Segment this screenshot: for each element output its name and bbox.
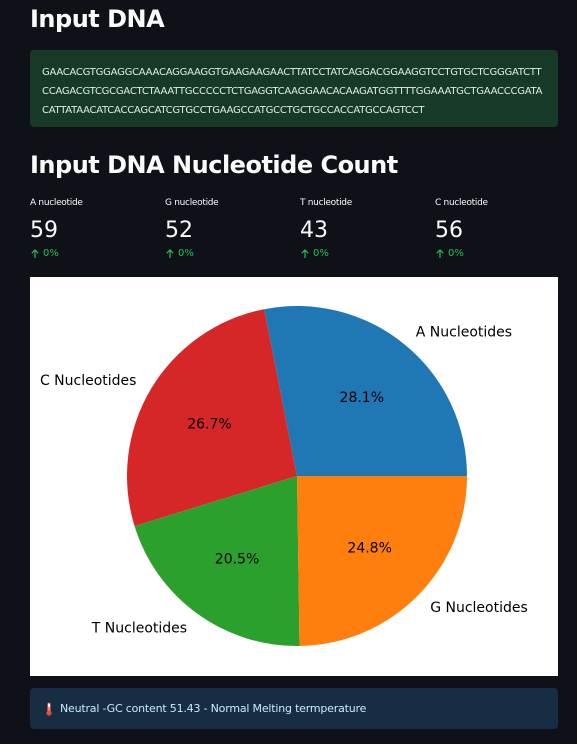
pie-slice-a-nucleotides	[264, 305, 467, 476]
pie-category-label: G Nucleotides	[430, 600, 528, 616]
pie-category-label: A Nucleotides	[416, 325, 512, 341]
metric-label: T nucleotide	[300, 198, 352, 208]
metric-value: 59	[30, 218, 58, 243]
pie-chart-svg: 28.1% A Nucleotides 26.7% C Nucleotides 20.5…	[40, 305, 528, 646]
metric-delta: 0%	[300, 248, 430, 259]
metric-delta-text: 0%	[178, 248, 194, 259]
pie-category-label: C Nucleotides	[40, 373, 137, 389]
thermometer-icon	[46, 701, 52, 716]
metric-delta: 0%	[165, 248, 295, 259]
pie-category-label: T Nucleotides	[91, 620, 187, 636]
gc-content-info-box: Neutral -GC content 51.43 - Normal Melti…	[30, 688, 558, 729]
metric-t-nucleotide: T nucleotide 43 0%	[300, 198, 430, 259]
arrow-up-icon	[301, 248, 309, 258]
pie-slice-g-nucleotides	[297, 476, 468, 646]
metric-g-nucleotide: G nucleotide 52 0%	[165, 198, 295, 259]
metric-a-nucleotide: A nucleotide 59 0%	[30, 198, 160, 259]
metric-label: C nucleotide	[435, 198, 488, 208]
pie-percent-label: 20.5%	[215, 552, 259, 568]
metric-delta: 0%	[30, 248, 160, 259]
pie-percent-label: 26.7%	[187, 417, 231, 433]
arrow-up-icon	[166, 248, 174, 258]
metric-value: 52	[165, 218, 193, 243]
metric-c-nucleotide: C nucleotide 56 0%	[435, 198, 565, 259]
arrow-up-icon	[436, 248, 444, 258]
dna-sequence-box: GAACACGTGGAGGCAAACAGGAAGGTGAAGAAGAACTTAT…	[30, 50, 558, 127]
nucleotide-pie-chart: 28.1% A Nucleotides 26.7% C Nucleotides 20.5…	[30, 277, 558, 676]
pie-slice-t-nucleotides	[134, 476, 300, 646]
metric-delta-text: 0%	[43, 248, 59, 259]
metric-value: 43	[300, 218, 328, 243]
gc-content-info-text: Neutral -GC content 51.43 - Normal Melti…	[60, 702, 367, 715]
pie-slice-c-nucleotides	[126, 309, 297, 527]
metric-delta: 0%	[435, 248, 565, 259]
pie-percent-label: 28.1%	[340, 390, 384, 406]
nucleotide-count-title: Input DNA Nucleotide Count	[30, 151, 398, 179]
metric-delta-text: 0%	[313, 248, 329, 259]
metric-label: G nucleotide	[165, 198, 219, 208]
metric-label: A nucleotide	[30, 198, 83, 208]
page-title: Input DNA	[30, 5, 165, 33]
pie-percent-label: 24.8%	[347, 541, 391, 557]
metric-delta-text: 0%	[448, 248, 464, 259]
metric-value: 56	[435, 218, 463, 243]
dna-sequence-text: GAACACGTGGAGGCAAACAGGAAGGTGAAGAAGAACTTAT…	[42, 67, 543, 116]
arrow-up-icon	[31, 248, 39, 258]
